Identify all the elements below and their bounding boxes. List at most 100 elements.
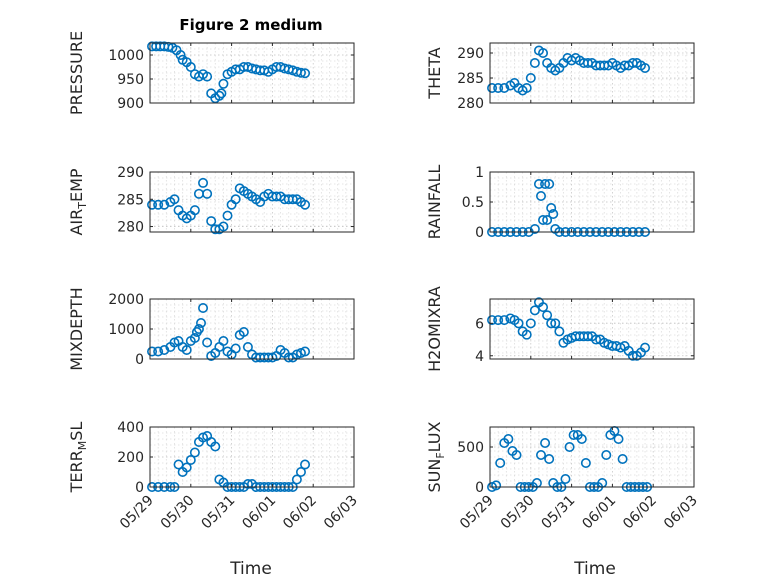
- y-tick-label: 900: [117, 96, 144, 112]
- figure-title: Figure 2 medium: [179, 16, 322, 34]
- subplot-h2omixra: 4 6 H2OMIXRA: [425, 286, 695, 372]
- data-point: [218, 335, 229, 346]
- y-tick-label: 1000: [108, 48, 144, 64]
- data-point: [521, 329, 532, 340]
- data-point: [196, 317, 207, 328]
- y-axis-label-main: RAINFALL: [425, 165, 444, 240]
- data-point: [300, 68, 311, 79]
- y-tick-label: 1000: [108, 322, 144, 338]
- y-axis-label-main: THETA: [425, 47, 444, 99]
- data-point: [189, 447, 200, 458]
- subplot-airtemp: 280 285 290 AIRTEMP: [67, 165, 355, 236]
- y-tick-label: 6: [475, 316, 484, 332]
- data-point: [544, 179, 555, 190]
- data-point: [533, 179, 544, 190]
- x-tick-label: 06/01: [239, 493, 279, 533]
- data-point: [153, 346, 164, 357]
- data-point: [185, 454, 196, 465]
- y-tick-label: 0.5: [462, 195, 484, 211]
- y-axis-label: H2OMIXRA: [425, 286, 444, 372]
- y-tick-label: 280: [117, 220, 144, 236]
- y-axis-label: THETA: [425, 47, 444, 99]
- data-point: [550, 318, 561, 329]
- data-point: [159, 344, 170, 355]
- data-point: [538, 215, 549, 226]
- subplot-pressure: 900 950 1000 PRESSURE: [67, 31, 355, 115]
- y-tick-label: 1: [475, 165, 484, 181]
- x-tick-label: 06/02: [620, 493, 660, 533]
- data-point: [521, 83, 532, 94]
- data-point: [529, 57, 540, 68]
- data-point: [613, 433, 624, 444]
- data-point: [147, 346, 158, 357]
- data-point: [181, 344, 192, 355]
- data-point: [495, 457, 506, 468]
- data-point: [189, 205, 200, 216]
- data-point: [535, 449, 546, 460]
- y-tick-label: 0: [475, 480, 484, 496]
- data-point: [198, 302, 209, 313]
- data-point: [546, 318, 557, 329]
- x-tick-label: 06/03: [661, 493, 701, 533]
- subplot-terrmsl: 0 200 400 05/29 05/30 05/31 06/01 06/02 06/03 TER…: [67, 420, 361, 532]
- y-axis-label-tail: SL: [67, 422, 86, 441]
- data-point: [193, 323, 204, 334]
- y-axis-label-main: AIR: [67, 209, 86, 236]
- x-axis-label-right: Time: [573, 559, 616, 579]
- data-point: [218, 221, 229, 232]
- x-tick-label: 05/29: [117, 493, 157, 533]
- data-point: [513, 318, 524, 329]
- data-point: [214, 90, 225, 101]
- subplot-rainfall: 0 0.5 1 RAINFALL: [425, 165, 695, 241]
- data-point: [601, 449, 612, 460]
- data-point: [525, 73, 536, 84]
- axes-box: [149, 171, 355, 233]
- axes-box: [149, 42, 355, 104]
- data-point: [230, 343, 241, 354]
- data-point: [300, 199, 311, 210]
- y-axis-label-tail: LUX: [425, 421, 444, 452]
- y-tick-label: 285: [457, 71, 484, 87]
- data-point: [580, 457, 591, 468]
- data-point: [499, 83, 510, 94]
- data-point: [202, 188, 213, 199]
- data-point: [640, 62, 651, 73]
- y-axis-label: MIXDEPTH: [67, 287, 86, 370]
- data-point: [540, 437, 551, 448]
- y-axis-label-subscript: M: [76, 441, 89, 451]
- y-axis-label-subscript: F: [434, 452, 447, 458]
- x-tick-label: 06/02: [280, 493, 320, 533]
- y-tick-label: 285: [117, 192, 144, 208]
- data-point: [544, 453, 555, 464]
- data-point: [202, 71, 213, 82]
- y-axis-label-tail: EMP: [67, 168, 86, 202]
- y-axis-label: SUNFLUX: [425, 421, 447, 492]
- data-point: [491, 480, 502, 491]
- data-point: [560, 473, 571, 484]
- data-point: [529, 305, 540, 316]
- y-tick-label: 0: [135, 480, 144, 496]
- data-point: [487, 315, 498, 326]
- y-tick-label: 500: [457, 440, 484, 456]
- data-point: [525, 318, 536, 329]
- data-point: [535, 191, 546, 202]
- data-point: [295, 466, 306, 477]
- y-tick-label: 0: [135, 352, 144, 368]
- data-point: [181, 462, 192, 473]
- data-point: [627, 350, 638, 361]
- data-point: [300, 346, 311, 357]
- data-point: [542, 215, 553, 226]
- x-axis-label-left: Time: [229, 559, 272, 579]
- data-point: [568, 429, 579, 440]
- axes-box: [489, 426, 695, 488]
- data-point: [175, 49, 186, 60]
- y-tick-label: 0: [475, 225, 484, 241]
- y-tick-label: 950: [117, 72, 144, 88]
- data-point: [576, 433, 587, 444]
- y-axis-label-subscript: T: [76, 202, 89, 210]
- data-point: [147, 199, 158, 210]
- y-tick-label: 290: [457, 46, 484, 62]
- y-axis-label: AIRTEMP: [67, 168, 89, 235]
